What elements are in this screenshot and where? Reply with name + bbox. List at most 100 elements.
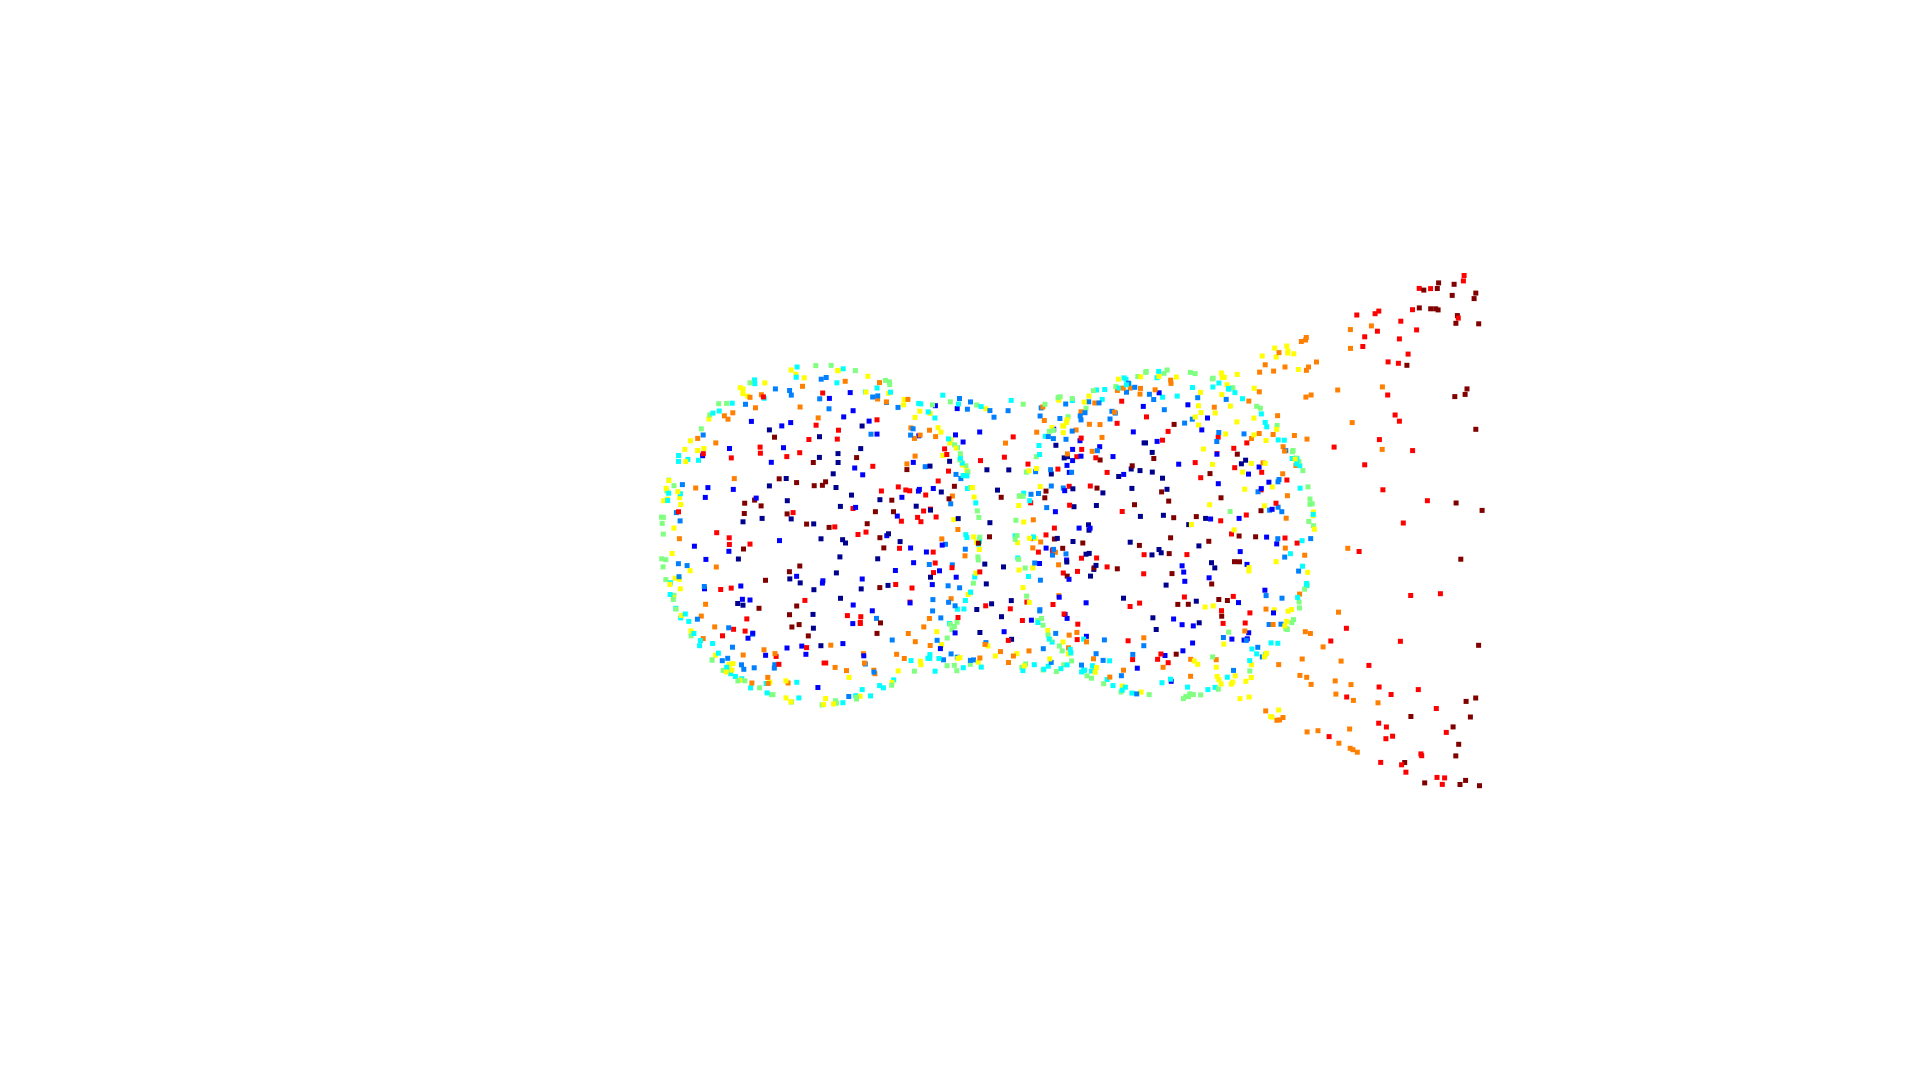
cloud-point — [977, 429, 983, 435]
cloud-point — [663, 485, 669, 491]
cloud-point — [1050, 602, 1056, 607]
cloud-point — [909, 585, 915, 591]
cloud-point — [1237, 696, 1243, 702]
cloud-point — [1144, 414, 1149, 420]
cloud-point — [955, 516, 961, 522]
cloud-point — [952, 603, 958, 609]
cloud-point — [725, 416, 731, 422]
cloud-point — [844, 668, 849, 674]
cloud-point — [911, 560, 917, 566]
cloud-point — [770, 692, 776, 698]
cloud-point — [757, 450, 763, 456]
cloud-point — [735, 678, 741, 684]
cloud-point — [1193, 514, 1199, 520]
cloud-point — [850, 621, 856, 627]
cloud-point — [904, 467, 910, 473]
left-lobe-points — [659, 362, 983, 708]
cloud-point — [1402, 760, 1408, 765]
cloud-point — [1086, 550, 1092, 556]
cloud-point — [973, 500, 979, 506]
cloud-point — [1289, 456, 1295, 461]
cloud-point — [1006, 467, 1012, 473]
cloud-point — [676, 574, 682, 580]
cloud-point — [1061, 662, 1067, 668]
cloud-point — [944, 663, 950, 669]
cloud-point — [948, 501, 954, 507]
cloud-point — [1119, 687, 1125, 693]
cloud-point — [697, 643, 703, 649]
cloud-point — [1198, 475, 1204, 481]
cloud-point — [1151, 456, 1157, 461]
cloud-point — [1198, 692, 1204, 698]
cloud-point — [899, 494, 905, 500]
cloud-point — [1050, 436, 1056, 442]
cloud-point — [1297, 463, 1303, 469]
cloud-point — [855, 532, 861, 537]
cloud-point — [1453, 500, 1459, 506]
cloud-point — [1208, 516, 1214, 522]
cloud-point — [1040, 646, 1046, 652]
cloud-point — [970, 580, 976, 586]
cloud-point — [1090, 663, 1095, 669]
cloud-point — [1380, 487, 1386, 493]
cloud-point — [917, 408, 923, 414]
cloud-point — [1104, 677, 1110, 682]
cloud-point — [1026, 468, 1032, 474]
cloud-point — [783, 678, 789, 684]
cloud-point — [1264, 650, 1269, 656]
cloud-point — [1037, 608, 1043, 614]
cloud-point — [1415, 687, 1421, 693]
cloud-point — [752, 377, 757, 383]
cloud-point — [1179, 563, 1185, 569]
cloud-point — [1300, 563, 1305, 569]
cloud-point — [1247, 658, 1253, 664]
cloud-point — [1297, 605, 1302, 611]
cloud-point — [1037, 452, 1043, 457]
cloud-point — [1211, 404, 1217, 410]
cloud-point — [975, 557, 981, 563]
cloud-point — [660, 514, 666, 520]
cloud-point — [1064, 451, 1070, 457]
cloud-point — [1153, 627, 1159, 632]
cloud-point — [682, 446, 688, 452]
cloud-point — [976, 514, 982, 520]
cloud-point — [946, 599, 952, 605]
cloud-point — [834, 436, 840, 442]
cloud-point — [958, 476, 964, 482]
cloud-point — [1215, 434, 1221, 440]
cloud-point — [1069, 469, 1075, 475]
cloud-point — [1079, 555, 1084, 561]
cloud-point — [1121, 667, 1126, 673]
cloud-point — [1218, 681, 1224, 687]
cloud-point — [1473, 695, 1479, 701]
cloud-point — [949, 493, 955, 499]
cloud-point — [1086, 399, 1092, 405]
cloud-point — [666, 478, 672, 484]
cloud-point — [1181, 569, 1187, 575]
cloud-point — [687, 438, 693, 444]
cloud-point — [1368, 323, 1374, 329]
cloud-point — [1220, 620, 1226, 626]
cloud-point — [700, 432, 706, 438]
cloud-point — [1257, 405, 1263, 411]
cloud-point — [706, 416, 712, 422]
cloud-point — [1093, 455, 1099, 461]
cloud-point — [1182, 578, 1188, 584]
cloud-point — [1082, 410, 1088, 416]
cloud-point — [730, 410, 736, 416]
cloud-point — [1141, 571, 1147, 577]
cloud-point — [739, 662, 744, 668]
cloud-point — [758, 503, 764, 509]
cloud-point — [1141, 635, 1147, 641]
cloud-point — [762, 380, 768, 386]
cloud-point — [1256, 464, 1262, 470]
cloud-point — [787, 576, 793, 582]
cloud-point — [1282, 535, 1288, 541]
cloud-point — [957, 455, 963, 461]
cloud-point — [927, 463, 933, 469]
cloud-point — [810, 460, 816, 465]
cloud-point — [1388, 692, 1394, 697]
cloud-point — [1037, 577, 1043, 583]
cloud-point — [1168, 535, 1174, 541]
